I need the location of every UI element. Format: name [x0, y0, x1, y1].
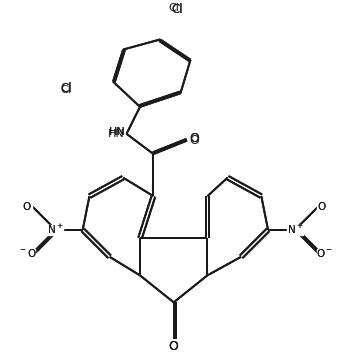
- Bar: [288, 225, 303, 235]
- Text: $\mathregular{O}^-$: $\mathregular{O}^-$: [316, 248, 333, 260]
- Text: O: O: [169, 340, 179, 353]
- Text: O: O: [190, 132, 200, 146]
- Text: Cl: Cl: [61, 85, 71, 95]
- Text: $\mathregular{O}^-$: $\mathregular{O}^-$: [316, 248, 333, 260]
- Bar: [111, 127, 123, 137]
- Text: Cl: Cl: [61, 82, 72, 95]
- Text: $\mathregular{O}$: $\mathregular{O}$: [317, 200, 327, 212]
- Text: $\mathregular{O}$: $\mathregular{O}$: [22, 200, 32, 212]
- Text: HN: HN: [109, 127, 126, 137]
- Bar: [317, 249, 332, 258]
- Text: $\mathregular{N}^+$: $\mathregular{N}^+$: [287, 223, 303, 236]
- Text: $^-\mathregular{O}$: $^-\mathregular{O}$: [18, 248, 36, 260]
- Text: O: O: [190, 132, 200, 146]
- Text: O: O: [190, 134, 200, 147]
- Bar: [169, 342, 179, 352]
- Text: $\mathregular{N}^+$: $\mathregular{N}^+$: [47, 223, 64, 236]
- Text: $\mathregular{N}^+$: $\mathregular{N}^+$: [287, 223, 303, 236]
- Bar: [190, 134, 199, 144]
- Text: $\mathregular{O}$: $\mathregular{O}$: [317, 200, 327, 212]
- Text: Cl: Cl: [168, 4, 179, 13]
- Text: HN: HN: [108, 129, 125, 139]
- Bar: [317, 202, 327, 211]
- Bar: [22, 202, 32, 211]
- Text: O: O: [169, 340, 179, 353]
- Text: Cl: Cl: [171, 3, 183, 16]
- Bar: [48, 225, 63, 235]
- Text: Cl: Cl: [61, 82, 72, 95]
- Text: Cl: Cl: [171, 3, 183, 16]
- Text: HN: HN: [109, 127, 126, 137]
- Bar: [60, 84, 73, 93]
- Text: $^-\mathregular{O}$: $^-\mathregular{O}$: [18, 248, 36, 260]
- Text: $\mathregular{O}$: $\mathregular{O}$: [22, 200, 32, 212]
- Text: $\mathregular{N}^+$: $\mathregular{N}^+$: [47, 223, 64, 236]
- Bar: [20, 249, 35, 258]
- Bar: [171, 5, 183, 14]
- Text: O: O: [169, 340, 179, 353]
